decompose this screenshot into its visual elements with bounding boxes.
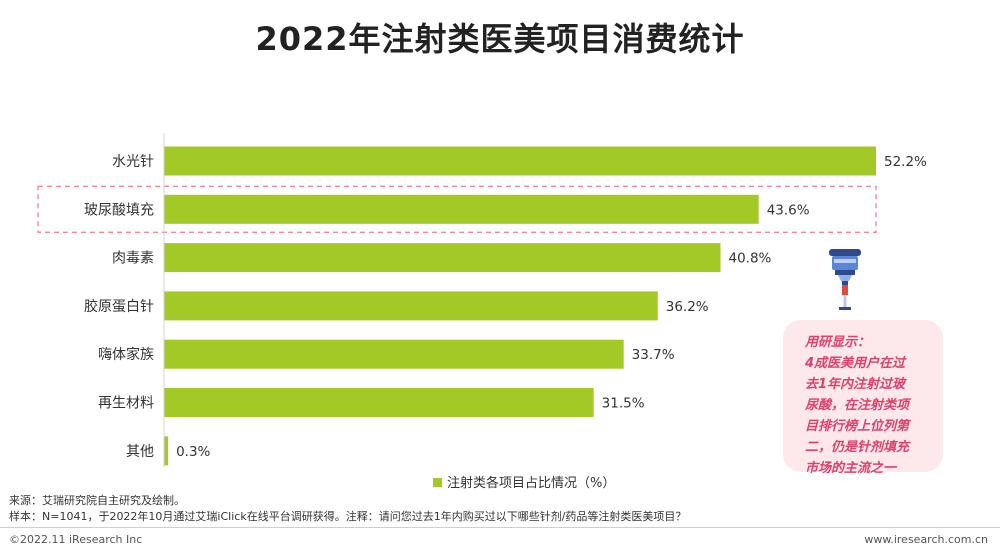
value-label: 43.6% [767, 202, 810, 218]
bar [164, 339, 624, 369]
note-line: 尿酸，在注射类项 [805, 398, 910, 413]
bar [164, 146, 876, 176]
value-label: 33.7% [632, 347, 675, 363]
footer-divider [0, 527, 1000, 528]
category-label: 肉毒素 [112, 251, 154, 267]
value-label: 36.2% [666, 299, 709, 315]
copyright: ©2022.11 iResearch Inc [9, 533, 143, 546]
note-line: 用研显示： [805, 335, 871, 350]
legend-label: 注射类各项目占比情况（%） [447, 475, 615, 490]
value-label: 0.3% [176, 444, 210, 460]
highlight-box [37, 185, 877, 234]
note-line: 去1年内注射过玻 [805, 377, 906, 392]
insight-note: 用研显示： 4成医美用户在过 去1年内注射过玻 尿酸，在注射类项 目排行榜上位列… [783, 320, 943, 476]
bar-chart: 水光针 52.2% 玻尿酸填充 43.6% 肉毒素 40.8% 胶原蛋白针 36.2% 嗨体家族… [37, 133, 927, 490]
bar [164, 194, 759, 224]
source-note: 来源：艾瑞研究院自主研究及绘制。 [9, 494, 185, 507]
syringe-icon [829, 249, 861, 310]
note-line: 市场的主流之一 [805, 461, 897, 476]
category-label: 再生材料 [98, 396, 154, 412]
value-label: 31.5% [602, 396, 645, 412]
category-label: 水光针 [112, 154, 154, 170]
bar [164, 243, 721, 273]
value-label: 40.8% [729, 251, 772, 267]
bar [164, 388, 594, 417]
website-link[interactable]: www.iresearch.com.cn [864, 533, 988, 546]
chart-title: 2022年注射类医美项目消费统计 [255, 20, 745, 58]
value-label: 52.2% [884, 154, 927, 170]
bar [164, 291, 658, 321]
bar [164, 436, 169, 466]
category-label: 嗨体家族 [98, 346, 154, 363]
sample-note: 样本：N=1041，于2022年10月通过艾瑞iClick在线平台调研获得。注释… [9, 510, 687, 523]
note-line: 二，仍是针剂填充 [805, 440, 910, 455]
note-line: 目排行榜上位列第 [805, 419, 910, 434]
category-label: 胶原蛋白针 [84, 298, 154, 315]
note-line: 4成医美用户在过 [805, 356, 906, 371]
category-label: 玻尿酸填充 [84, 202, 154, 218]
legend-swatch [433, 478, 442, 487]
category-label: 其他 [126, 444, 154, 460]
